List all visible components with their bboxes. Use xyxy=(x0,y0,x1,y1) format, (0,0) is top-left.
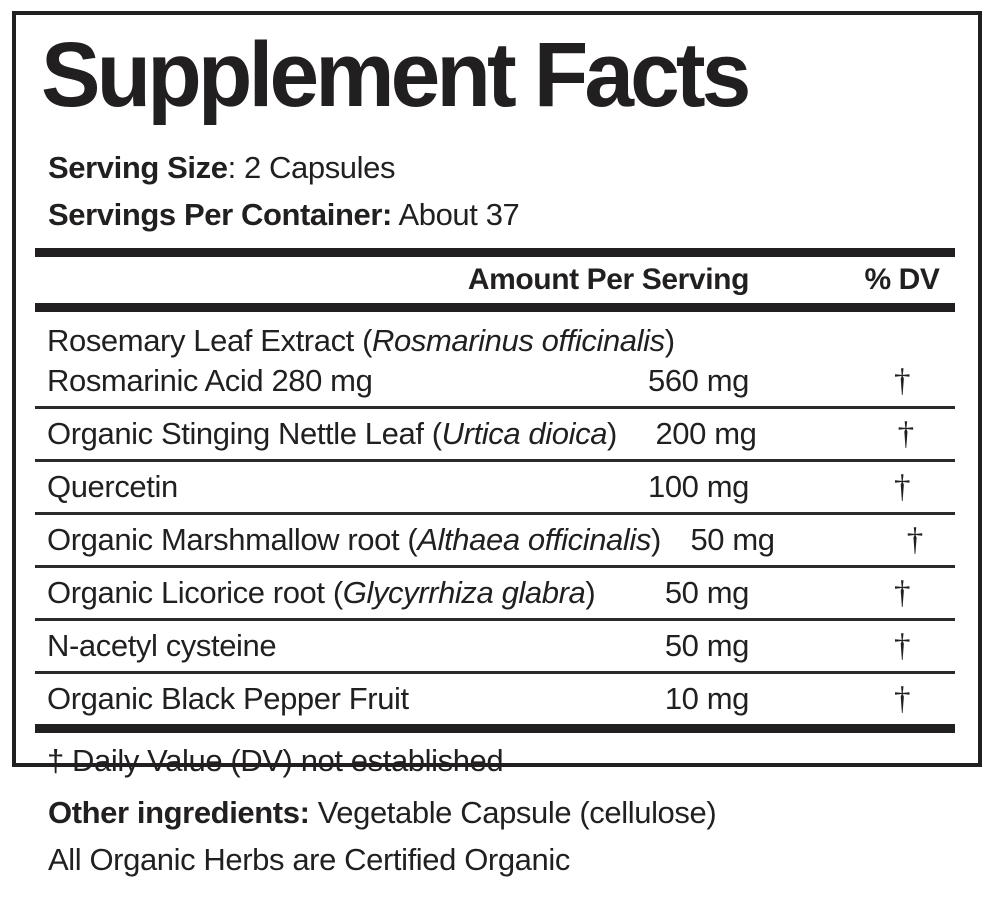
ingredient-dv: † xyxy=(893,627,911,664)
table-row: Quercetin 100 mg † xyxy=(35,459,955,512)
ingredient-dv: † xyxy=(893,362,911,399)
ingredient-amount: 560 mg xyxy=(648,363,749,398)
servings-per-container-value: About 37 xyxy=(391,196,520,232)
thick-rule-bottom xyxy=(35,724,955,733)
organic-note-line: All Organic Herbs are Certified Organic xyxy=(48,841,570,877)
servings-per-container-label: Servings Per Container: xyxy=(48,196,392,232)
table-row: Organic Licorice root (Glycyrrhiza glabr… xyxy=(35,565,955,618)
serving-size-value: : 2 Capsules xyxy=(227,150,396,185)
other-ingredients-label: Other ingredients: xyxy=(48,795,310,830)
ingredient-dv: † xyxy=(897,415,915,452)
table-row: Organic Black Pepper Fruit 10 mg † xyxy=(35,671,955,724)
percent-dv-header: % DV xyxy=(864,263,940,296)
daily-value-footnote: † Daily Value (DV) not established xyxy=(47,743,504,778)
ingredient-amount: 50 mg xyxy=(690,522,775,557)
table-row: N-acetyl cysteine 50 mg † xyxy=(35,618,955,671)
ingredient-amount: 100 mg xyxy=(648,469,749,504)
ingredient-amount: 50 mg xyxy=(664,628,750,663)
ingredient-name: Organic Black Pepper Fruit xyxy=(47,681,409,716)
ingredient-dv: † xyxy=(906,521,924,558)
servings-per-container-line: Servings Per Container: About 37 xyxy=(48,192,955,239)
other-ingredients-value: Vegetable Capsule (cellulose) xyxy=(309,795,717,830)
thick-rule-header xyxy=(35,303,955,312)
facts-table: Rosemary Leaf Extract (Rosmarinus offici… xyxy=(35,312,955,724)
table-row: Organic Stinging Nettle Leaf (Urtica dio… xyxy=(35,406,955,459)
label-title: Supplement Facts xyxy=(41,24,751,126)
ingredient-amount: 200 mg xyxy=(655,416,757,451)
ingredient-name: Organic Stinging Nettle Leaf (Urtica dio… xyxy=(47,416,617,451)
table-header-row: Amount Per Serving % DV xyxy=(35,257,955,303)
ingredient-name: Quercetin xyxy=(47,469,178,504)
supplement-facts-label: Supplement Facts Serving Size: 2 Capsule… xyxy=(12,11,982,778)
thick-rule-top xyxy=(35,248,955,257)
ingredient-amount: 50 mg xyxy=(664,575,750,610)
ingredient-name: Organic Marshmallow root (Althaea offici… xyxy=(47,522,661,557)
ingredient-name: Organic Licorice root (Glycyrrhiza glabr… xyxy=(47,575,596,610)
amount-per-serving-header: Amount Per Serving xyxy=(467,263,750,296)
ingredient-name: N-acetyl cysteine xyxy=(47,628,277,663)
other-ingredients-line: Other ingredients: Vegetable Capsule (ce… xyxy=(48,790,717,837)
serving-size-line: Serving Size: 2 Capsules xyxy=(48,145,955,192)
ingredient-dv: † xyxy=(893,468,911,505)
ingredient-dv: † xyxy=(893,680,911,717)
ingredient-name: Rosmarinic Acid 280 mg xyxy=(47,363,373,398)
ingredient-dv: † xyxy=(893,574,911,611)
ingredient-amount: 10 mg xyxy=(664,681,750,716)
table-row: Organic Marshmallow root (Althaea offici… xyxy=(35,512,955,565)
ingredient-name-line1: Rosemary Leaf Extract (Rosmarinus offici… xyxy=(47,323,675,358)
serving-size-label: Serving Size xyxy=(48,150,228,185)
serving-info: Serving Size: 2 Capsules Servings Per Co… xyxy=(48,145,955,238)
bottom-notes: Other ingredients: Vegetable Capsule (ce… xyxy=(48,790,717,883)
table-row: Rosemary Leaf Extract (Rosmarinus offici… xyxy=(35,312,955,406)
